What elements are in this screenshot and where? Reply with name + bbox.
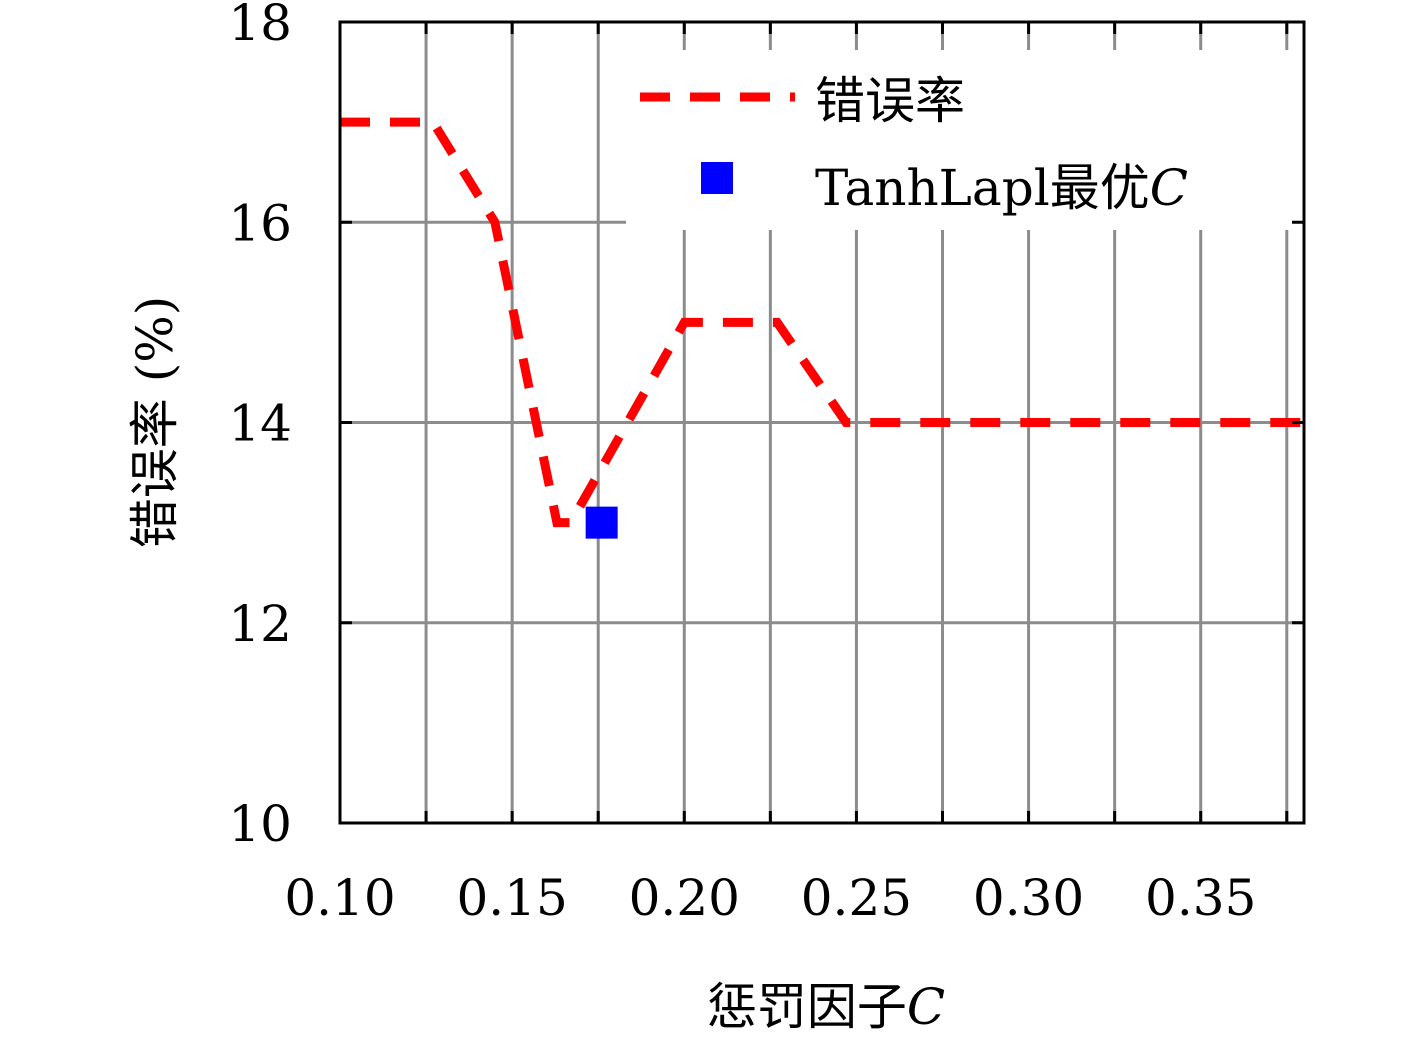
tick-marks (338, 20, 1304, 825)
x-tick-label: 0.25 (801, 869, 912, 927)
legend-label-optimal-c-text: TanhLapl最优 (815, 159, 1150, 217)
legend-label-optimal-c-var: C (1150, 159, 1188, 217)
legend-box (626, 50, 1302, 230)
y-tick-label: 16 (228, 194, 292, 252)
x-axis-label: 惩罚因子C (707, 978, 945, 1036)
y-tick-label: 12 (228, 595, 292, 653)
x-tick-label: 0.15 (456, 869, 567, 927)
y-tick-label: 14 (228, 395, 292, 453)
y-tick-label: 10 (228, 795, 292, 853)
series-layer (340, 117, 1304, 528)
y-axis-label: 错误率 (%) (126, 296, 184, 548)
legend: 错误率 TanhLapl最优C (626, 50, 1302, 230)
x-tick-label: 0.30 (973, 869, 1084, 927)
series-line-error-rate (340, 117, 1304, 528)
x-axis-label-text: 惩罚因子 (707, 978, 907, 1036)
x-tick-label: 0.20 (629, 869, 740, 927)
marker-layer (585, 506, 618, 539)
optimal-c-marker (585, 506, 618, 539)
y-tick-label: 18 (228, 0, 292, 52)
legend-label-optimal-c: TanhLapl最优C (815, 159, 1188, 217)
x-tick-labels: 0.10 0.15 0.20 0.25 0.30 0.35 (284, 869, 1256, 927)
legend-label-error-rate: 错误率 (815, 72, 965, 130)
x-axis-label-var: C (907, 978, 945, 1036)
y-tick-labels: 10 12 14 16 18 (228, 0, 292, 853)
legend-marker-swatch (701, 162, 733, 194)
x-tick-label: 0.10 (284, 869, 395, 927)
x-tick-label: 0.35 (1145, 869, 1256, 927)
